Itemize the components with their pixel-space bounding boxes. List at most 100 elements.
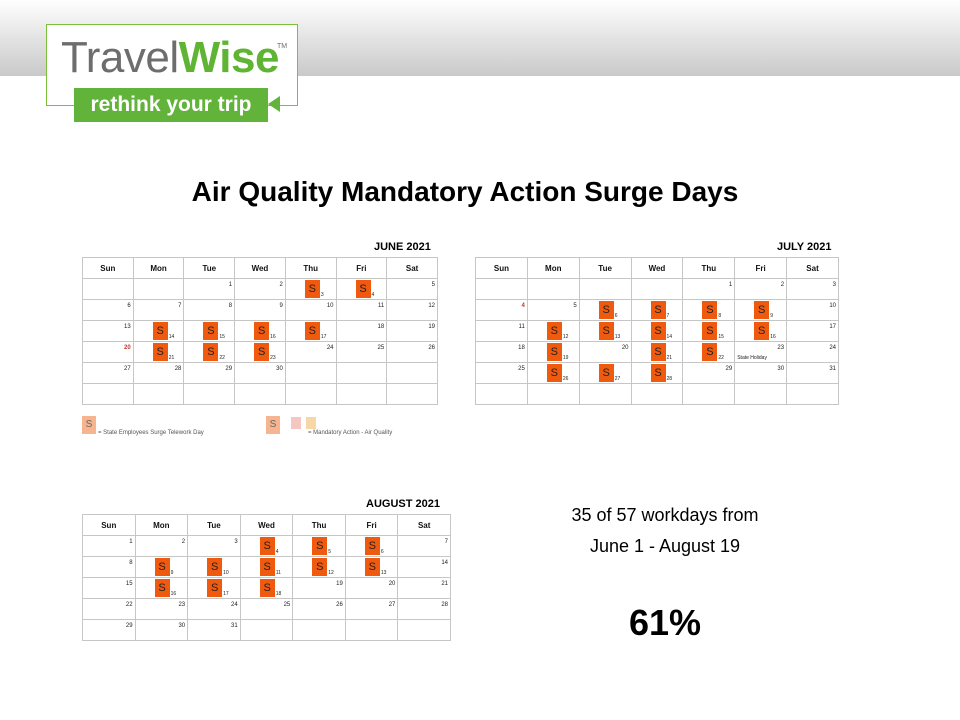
june-calendar-title: JUNE 2021 — [374, 241, 431, 253]
day-cell: 7 — [397, 535, 451, 557]
surge-day-marker: S — [152, 343, 168, 361]
day-number: 16 — [770, 334, 776, 340]
slide-title: Air Quality Mandatory Action Surge Days — [191, 176, 739, 207]
day-cell: S 19 — [526, 341, 580, 363]
day-number: 26 — [336, 602, 343, 608]
travelwise-logo: TravelWise TM — [46, 24, 298, 106]
day-cell — [132, 383, 185, 405]
day-cell: 19 — [386, 320, 438, 342]
weekday-header: Thu — [682, 257, 736, 279]
day-cell — [292, 619, 346, 641]
day-cell — [578, 278, 632, 300]
weekday-header: Mon — [526, 257, 580, 279]
surge-day-marker: S — [598, 322, 614, 340]
week-row: 15 S 16 S 17 S 18 19 20 21 — [82, 577, 451, 599]
day-cell: 31 — [786, 362, 839, 384]
day-cell: S 22 — [682, 341, 736, 363]
weekday-header: Sun — [82, 514, 136, 536]
day-cell: 1 — [682, 278, 736, 300]
weekday-header: Sat — [786, 257, 839, 279]
day-cell: 8 — [82, 556, 136, 578]
weekday-header: Sun — [475, 257, 528, 279]
day-cell: 8 — [183, 299, 236, 321]
week-row: 1 2 3 — [475, 278, 839, 300]
day-cell: 14 — [397, 556, 451, 578]
calendar-icon — [291, 417, 301, 429]
surge-day-marker: S — [650, 322, 666, 340]
day-cell — [284, 362, 337, 384]
weekday-header-row: Sun Mon Tue Wed Thu Fri Sat — [475, 257, 839, 279]
day-number: 17 — [320, 334, 327, 340]
week-row: 8 S 9 S 10 S 11 S 12 S 13 14 — [82, 556, 451, 578]
day-number: 24 — [829, 345, 836, 351]
day-number: 11 — [275, 570, 281, 576]
weekday-header: Tue — [578, 257, 632, 279]
day-number: 30 — [276, 366, 283, 372]
day-number: 21 — [666, 355, 673, 361]
surge-day-marker: S — [598, 364, 614, 382]
day-cell: 30 — [234, 362, 286, 384]
day-cell: 20 — [344, 577, 399, 599]
week-row: 13 S 14 S 15 S 16 S 17 18 19 — [82, 320, 438, 342]
day-number: 28 — [441, 602, 448, 608]
day-cell — [239, 619, 294, 641]
day-cell: 21 — [397, 577, 451, 599]
day-number: 12 — [562, 334, 569, 340]
day-cell — [386, 362, 438, 384]
calendar-icon — [306, 417, 316, 429]
day-cell — [132, 278, 185, 300]
day-number: 16 — [170, 591, 177, 597]
day-cell: 18 — [335, 320, 388, 342]
weekday-header: Tue — [187, 514, 241, 536]
surge-day-marker: S — [152, 322, 168, 340]
day-cell: 2 — [734, 278, 788, 300]
surge-day-marker: S — [207, 579, 223, 597]
day-number: 18 — [377, 324, 385, 330]
day-cell — [82, 383, 134, 405]
day-cell: S 18 — [239, 577, 294, 599]
surge-day-marker: S — [259, 558, 275, 576]
day-cell: S 27 — [578, 362, 632, 384]
day-cell: 7 — [132, 299, 185, 321]
surge-day-marker: S — [207, 558, 223, 576]
day-number: 6 — [127, 303, 131, 309]
day-number: 2 — [279, 282, 283, 288]
day-number: 18 — [518, 345, 525, 351]
day-number: 21 — [441, 581, 448, 587]
day-number: 25 — [377, 345, 385, 351]
weekday-header: Fri — [344, 514, 399, 536]
day-number: 2 — [780, 282, 785, 288]
day-cell: S 13 — [578, 320, 632, 342]
weekday-header: Sat — [397, 514, 451, 536]
day-number: 12 — [428, 303, 435, 309]
day-cell — [386, 383, 438, 405]
weekday-header: Fri — [734, 257, 788, 279]
day-cell: 3 — [187, 535, 241, 557]
week-row: 29 30 31 — [82, 619, 451, 641]
day-cell: 24 — [187, 598, 241, 620]
day-cell — [397, 619, 451, 641]
day-cell: S 21 — [132, 341, 185, 363]
day-number: 21 — [168, 355, 175, 361]
logo-wordmark: TravelWise — [61, 33, 279, 83]
day-cell: S 17 — [284, 320, 337, 342]
day-number: 31 — [829, 366, 836, 372]
day-number: 9 — [170, 570, 174, 576]
day-cell: 1 — [82, 535, 136, 557]
day-cell: S 14 — [132, 320, 185, 342]
day-cell: S 12 — [292, 556, 346, 578]
day-number: 7 — [666, 313, 670, 319]
week-row — [82, 383, 438, 405]
day-number: 31 — [231, 623, 238, 629]
day-number: 29 — [725, 366, 733, 372]
day-cell — [335, 362, 388, 384]
day-number: 1 — [129, 539, 133, 545]
legend-mandatory-symbol: S — [266, 416, 280, 434]
day-number: 14 — [168, 334, 175, 340]
day-cell — [335, 383, 388, 405]
